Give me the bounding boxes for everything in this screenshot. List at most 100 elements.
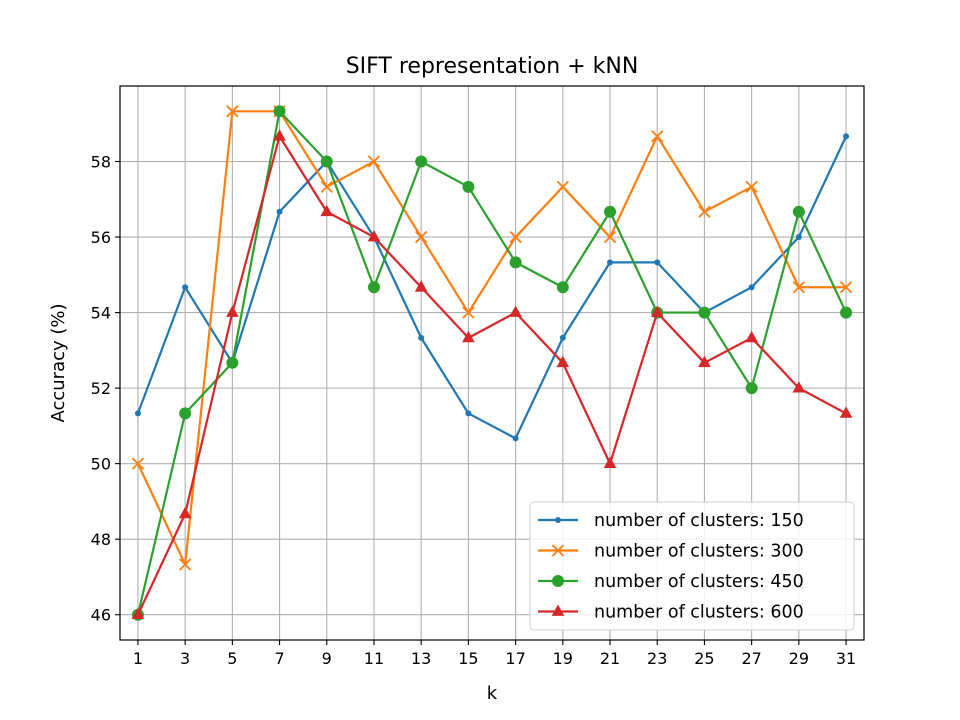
data-point bbox=[418, 334, 425, 341]
y-tick-label: 56 bbox=[91, 228, 111, 247]
legend-label: number of clusters: 600 bbox=[594, 603, 804, 623]
x-axis: 1 3 5 7 9 11 13 15 17 19 21 23 25 27 29 31 bbox=[133, 640, 856, 668]
data-point bbox=[604, 205, 617, 218]
data-point bbox=[415, 230, 428, 244]
data-point bbox=[551, 544, 565, 557]
legend-label: number of clusters: 300 bbox=[594, 542, 804, 562]
x-axis-label: k bbox=[487, 683, 498, 704]
data-point bbox=[367, 230, 381, 242]
data-point bbox=[226, 356, 239, 369]
data-point bbox=[745, 382, 758, 395]
plot-area-frame bbox=[119, 85, 865, 641]
data-point bbox=[551, 604, 565, 616]
series-line bbox=[136, 110, 847, 566]
data-point bbox=[556, 180, 569, 193]
y-tick-label: 48 bbox=[91, 530, 111, 549]
legend: number of clusters: 150 number of cluster… bbox=[529, 501, 855, 631]
series-0 bbox=[134, 133, 850, 442]
data-point bbox=[603, 456, 617, 468]
data-point bbox=[367, 155, 381, 168]
data-point bbox=[320, 180, 333, 193]
data-point bbox=[792, 281, 805, 294]
data-point bbox=[509, 230, 522, 244]
data-point bbox=[415, 155, 428, 168]
series-3 bbox=[131, 129, 853, 620]
x-tick-label: 29 bbox=[789, 649, 809, 668]
legend-box bbox=[529, 501, 855, 631]
data-point bbox=[178, 506, 192, 519]
data-point bbox=[226, 105, 239, 118]
x-tick-label: 17 bbox=[505, 649, 525, 668]
data-point bbox=[465, 410, 472, 417]
x-tick-label: 27 bbox=[741, 649, 761, 668]
y-tick-label: 46 bbox=[91, 606, 111, 625]
x-tick-label: 19 bbox=[553, 649, 573, 668]
data-point bbox=[698, 355, 711, 368]
data-point bbox=[367, 281, 380, 294]
y-tick-label: 54 bbox=[91, 304, 111, 323]
data-point bbox=[273, 129, 286, 141]
data-point bbox=[559, 334, 566, 341]
x-tick-label: 21 bbox=[600, 649, 620, 668]
legend-entry: number of clusters: 600 bbox=[538, 603, 804, 623]
series-line bbox=[136, 135, 847, 616]
data-point bbox=[509, 256, 522, 269]
data-point bbox=[509, 305, 522, 317]
data-point bbox=[792, 205, 805, 218]
data-point bbox=[840, 306, 853, 319]
data-point bbox=[698, 205, 711, 218]
data-point bbox=[607, 259, 614, 266]
data-point bbox=[795, 234, 802, 241]
y-tick-label: 52 bbox=[91, 379, 111, 398]
series-1 bbox=[131, 105, 853, 571]
x-tick-label: 31 bbox=[836, 649, 856, 668]
data-point bbox=[462, 180, 475, 193]
data-point bbox=[179, 558, 192, 571]
legend-entry: number of clusters: 150 bbox=[538, 511, 804, 531]
data-point bbox=[839, 406, 853, 418]
x-tick-label: 13 bbox=[411, 649, 431, 668]
data-point bbox=[512, 435, 519, 442]
data-point bbox=[320, 204, 334, 217]
data-point bbox=[179, 407, 192, 420]
data-point bbox=[552, 575, 564, 587]
data-point bbox=[276, 208, 283, 215]
series-layer bbox=[131, 105, 853, 621]
data-point bbox=[843, 133, 850, 140]
x-tick-label: 11 bbox=[364, 649, 384, 668]
data-point bbox=[839, 281, 853, 294]
data-point bbox=[603, 230, 617, 244]
data-point bbox=[654, 259, 661, 266]
series-line bbox=[136, 135, 848, 440]
y-axis-label: Accuracy (%) bbox=[48, 303, 69, 422]
x-tick-label: 9 bbox=[322, 649, 332, 668]
data-point bbox=[745, 330, 758, 343]
data-point bbox=[273, 105, 286, 118]
data-point bbox=[555, 517, 561, 523]
data-point bbox=[745, 180, 758, 193]
legend-label: number of clusters: 150 bbox=[594, 511, 804, 531]
x-tick-label: 15 bbox=[458, 649, 478, 668]
data-point bbox=[698, 306, 711, 319]
data-point bbox=[182, 284, 189, 291]
x-tick-label: 23 bbox=[647, 649, 667, 668]
data-point bbox=[131, 607, 145, 620]
legend-entry: number of clusters: 450 bbox=[538, 572, 804, 592]
data-point bbox=[792, 381, 806, 393]
y-tick-label: 58 bbox=[91, 153, 111, 172]
x-tick-label: 25 bbox=[694, 649, 714, 668]
data-point bbox=[134, 410, 141, 417]
data-point bbox=[462, 306, 475, 319]
data-point bbox=[748, 284, 755, 291]
x-tick-label: 7 bbox=[274, 649, 284, 668]
data-point bbox=[556, 281, 569, 294]
data-point bbox=[651, 130, 664, 143]
data-point bbox=[650, 305, 664, 317]
x-tick-label: 5 bbox=[227, 649, 237, 668]
data-point bbox=[320, 155, 333, 168]
legend-label: number of clusters: 450 bbox=[594, 572, 804, 592]
y-tick-label: 50 bbox=[91, 455, 111, 474]
x-tick-label: 3 bbox=[180, 649, 190, 668]
data-point bbox=[556, 355, 570, 368]
